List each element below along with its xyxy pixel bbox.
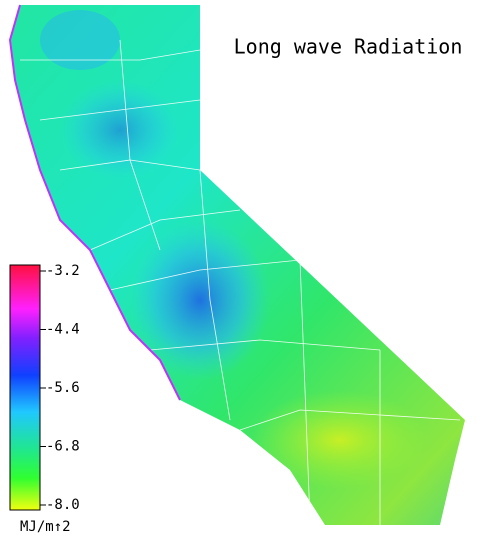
colorbar-tick-label: -8.0 [46, 497, 80, 513]
coastline [8, 4, 181, 401]
colorbar-tick-label: -6.8 [46, 439, 80, 455]
colorbar-unit: MJ/m↑2 [20, 519, 71, 535]
colorbar-tick-label: -3.2 [46, 263, 80, 279]
colorbar-tick-label: -5.6 [46, 380, 80, 396]
colorbar-tick-label: -4.4 [46, 322, 80, 338]
map-title: Long wave Radiation [234, 35, 463, 59]
colorbar [9, 264, 41, 511]
